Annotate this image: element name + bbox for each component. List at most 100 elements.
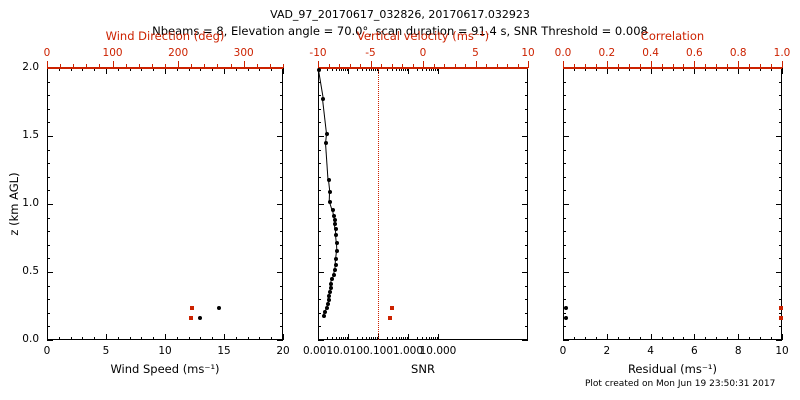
x-tick-minor bbox=[727, 337, 729, 340]
x-tick-minor bbox=[235, 68, 237, 71]
x-tick-major bbox=[47, 334, 48, 340]
x-top-tick-minor bbox=[360, 64, 361, 68]
x-tick-minor bbox=[345, 68, 347, 71]
x-tick-minor bbox=[371, 68, 373, 71]
x-tick-major bbox=[47, 68, 48, 74]
x-tick-major bbox=[283, 68, 284, 74]
x-top-tick-minor bbox=[60, 64, 62, 68]
y-tick-minor bbox=[47, 163, 50, 165]
y-tick-major bbox=[563, 272, 569, 273]
x-tick-minor bbox=[327, 337, 329, 340]
y-tick-major bbox=[277, 136, 283, 137]
data-point-snr bbox=[329, 281, 334, 286]
x-tick-minor bbox=[129, 68, 131, 71]
x-top-tick bbox=[243, 61, 245, 68]
x-tick-minor bbox=[94, 337, 96, 340]
x-tick-minor bbox=[749, 337, 751, 340]
x-tick-minor bbox=[117, 337, 119, 340]
x-tick-major bbox=[438, 68, 439, 74]
x-top-tick-minor bbox=[381, 64, 382, 68]
y-tick-minor bbox=[563, 258, 566, 260]
x-tick-minor bbox=[343, 337, 345, 340]
data-point-snr bbox=[332, 267, 337, 272]
x-tick-minor bbox=[200, 68, 202, 71]
plot-panel-1 bbox=[47, 68, 283, 340]
x-top-tick bbox=[650, 61, 652, 68]
data-point-snr bbox=[326, 178, 331, 183]
y-tick-minor bbox=[280, 326, 283, 328]
y-tick-major bbox=[47, 340, 53, 341]
x-tick-minor bbox=[705, 337, 707, 340]
y-tick-minor bbox=[525, 217, 528, 219]
y-tick-minor bbox=[318, 231, 321, 233]
y-tick-minor bbox=[525, 95, 528, 97]
x-top-tick-minor bbox=[204, 64, 206, 68]
y-tick-minor bbox=[318, 217, 321, 219]
x-top-tick-label: 200 bbox=[168, 47, 189, 59]
x-tick-minor bbox=[435, 68, 437, 71]
x-tick-major bbox=[106, 334, 107, 340]
x-tick-major bbox=[782, 334, 783, 340]
y-tick-major bbox=[776, 136, 782, 137]
y-tick-major bbox=[47, 204, 53, 205]
y-tick-minor bbox=[280, 81, 283, 83]
y-tick-minor bbox=[563, 95, 566, 97]
data-point-snr bbox=[335, 248, 339, 253]
x-top-tick-minor bbox=[125, 64, 127, 68]
y-tick-minor bbox=[280, 149, 283, 151]
data-point-wind-speed bbox=[198, 316, 203, 321]
y-tick-minor bbox=[563, 217, 566, 219]
data-point-snr bbox=[334, 240, 339, 245]
x-tick-minor bbox=[247, 337, 249, 340]
x-top-tick-minor bbox=[486, 64, 487, 68]
x-tick-minor bbox=[392, 337, 394, 340]
y-tick-minor bbox=[280, 231, 283, 233]
data-point-snr bbox=[333, 232, 338, 237]
x-top-tick-minor bbox=[749, 64, 751, 68]
x-tick-minor bbox=[401, 68, 403, 71]
y-tick-minor bbox=[280, 122, 283, 124]
reference-line-snr bbox=[378, 68, 379, 340]
x-tick-minor bbox=[259, 337, 261, 340]
x-top-tick-minor bbox=[617, 64, 619, 68]
y-tick-minor bbox=[525, 81, 528, 83]
x-tick-minor bbox=[401, 337, 403, 340]
x-tick-minor bbox=[336, 68, 338, 71]
x-top-tick-minor bbox=[595, 64, 597, 68]
x-top-tick-minor bbox=[328, 64, 330, 68]
x-tick-minor bbox=[341, 337, 343, 340]
x-tick-minor bbox=[584, 68, 586, 71]
x-tick-minor bbox=[683, 337, 685, 340]
x-tick-label: 10.000 bbox=[419, 345, 457, 357]
y-tick-major bbox=[563, 136, 569, 137]
x-tick-minor bbox=[332, 337, 334, 340]
x-tick-minor bbox=[428, 68, 430, 71]
x-tick-minor bbox=[357, 337, 359, 340]
x-top-tick-minor bbox=[283, 64, 284, 68]
y-tick-minor bbox=[280, 217, 283, 219]
x-top-tick-label: 0 bbox=[419, 47, 427, 59]
y-tick-minor bbox=[525, 122, 528, 124]
x-tick-minor bbox=[573, 68, 575, 71]
x-tick-minor bbox=[94, 68, 96, 71]
x-tick-minor bbox=[336, 337, 338, 340]
y-tick-minor bbox=[563, 299, 566, 301]
x-tick-major bbox=[694, 334, 696, 340]
x-top-tick-minor bbox=[573, 64, 575, 68]
y-tick-minor bbox=[280, 258, 283, 260]
y-tick-minor bbox=[280, 95, 283, 97]
x-top-tick bbox=[423, 61, 424, 68]
y-tick-minor bbox=[779, 122, 782, 124]
x-tick-minor bbox=[573, 337, 575, 340]
x-tick-minor bbox=[387, 337, 389, 340]
x-tick-minor bbox=[200, 337, 202, 340]
x-tick-major bbox=[738, 334, 740, 340]
y-tick-major bbox=[776, 340, 782, 341]
y-tick-minor bbox=[47, 204, 50, 205]
y-tick-minor bbox=[47, 312, 50, 314]
x-top-tick-minor bbox=[391, 64, 393, 68]
x-top-tick-label: 0.2 bbox=[598, 47, 616, 59]
y-tick-minor bbox=[563, 163, 566, 165]
data-point-snr bbox=[325, 131, 330, 136]
